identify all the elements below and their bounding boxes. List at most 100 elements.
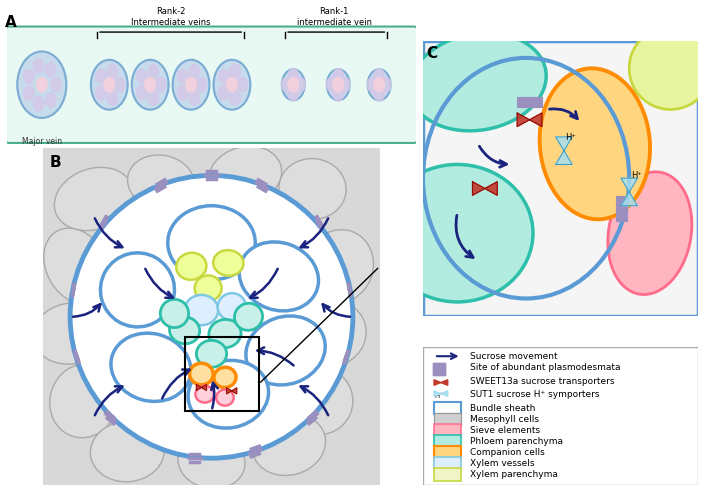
Text: Rank-2
Intermediate veins: Rank-2 Intermediate veins xyxy=(131,7,210,27)
Circle shape xyxy=(333,69,343,83)
Circle shape xyxy=(340,78,350,92)
Circle shape xyxy=(137,69,147,84)
Ellipse shape xyxy=(216,390,234,406)
Circle shape xyxy=(333,87,343,101)
Text: A: A xyxy=(5,15,17,31)
Circle shape xyxy=(295,78,305,92)
Circle shape xyxy=(33,58,44,73)
Circle shape xyxy=(148,64,159,79)
Circle shape xyxy=(23,86,35,100)
Bar xyxy=(434,446,462,459)
Circle shape xyxy=(45,62,56,77)
Bar xyxy=(185,337,259,411)
Bar xyxy=(434,457,462,470)
Text: C: C xyxy=(427,46,438,61)
Circle shape xyxy=(178,86,188,100)
Ellipse shape xyxy=(382,164,533,302)
Circle shape xyxy=(114,78,125,92)
Circle shape xyxy=(96,86,106,100)
Text: H⁺: H⁺ xyxy=(434,393,443,398)
Text: Sieve elements: Sieve elements xyxy=(470,426,540,435)
Circle shape xyxy=(374,87,384,101)
Ellipse shape xyxy=(169,317,200,344)
Bar xyxy=(434,424,462,437)
Ellipse shape xyxy=(209,146,282,204)
Circle shape xyxy=(148,91,159,105)
Ellipse shape xyxy=(252,414,326,476)
Circle shape xyxy=(96,69,106,84)
Text: H⁺: H⁺ xyxy=(631,171,642,180)
Ellipse shape xyxy=(160,299,189,328)
Circle shape xyxy=(326,78,337,92)
Ellipse shape xyxy=(630,27,705,109)
Ellipse shape xyxy=(305,230,374,303)
Circle shape xyxy=(196,78,207,92)
Polygon shape xyxy=(197,385,207,391)
Circle shape xyxy=(288,78,299,92)
Polygon shape xyxy=(517,113,542,127)
Ellipse shape xyxy=(190,363,213,385)
Ellipse shape xyxy=(608,172,692,295)
Ellipse shape xyxy=(239,242,319,311)
Ellipse shape xyxy=(111,333,191,401)
Circle shape xyxy=(70,175,353,458)
Ellipse shape xyxy=(33,303,107,364)
Ellipse shape xyxy=(100,253,174,327)
Ellipse shape xyxy=(185,295,219,325)
Circle shape xyxy=(367,78,378,92)
Ellipse shape xyxy=(235,303,262,330)
Ellipse shape xyxy=(54,167,133,231)
Circle shape xyxy=(237,78,247,92)
Circle shape xyxy=(214,60,250,110)
Text: Mesophyll cells: Mesophyll cells xyxy=(470,415,539,424)
Text: Xylem vessels: Xylem vessels xyxy=(470,459,534,468)
Polygon shape xyxy=(556,137,572,164)
Circle shape xyxy=(282,69,305,100)
Text: H⁺: H⁺ xyxy=(565,133,576,143)
Circle shape xyxy=(327,69,350,100)
Ellipse shape xyxy=(293,300,366,367)
Circle shape xyxy=(333,78,343,92)
Ellipse shape xyxy=(410,33,546,131)
Circle shape xyxy=(374,69,384,83)
Ellipse shape xyxy=(178,435,245,489)
Circle shape xyxy=(51,78,61,92)
Ellipse shape xyxy=(218,293,246,320)
Ellipse shape xyxy=(213,250,243,276)
Text: Sucrose movement: Sucrose movement xyxy=(470,352,558,361)
Polygon shape xyxy=(434,380,448,385)
Ellipse shape xyxy=(195,386,214,402)
Circle shape xyxy=(107,91,118,105)
Bar xyxy=(434,402,462,414)
Ellipse shape xyxy=(539,68,650,219)
Circle shape xyxy=(107,64,118,79)
Ellipse shape xyxy=(128,155,195,209)
Text: Rank-1
intermediate vein: Rank-1 intermediate vein xyxy=(297,7,372,27)
Ellipse shape xyxy=(279,158,346,219)
Ellipse shape xyxy=(188,360,269,428)
Circle shape xyxy=(189,91,200,105)
Circle shape xyxy=(155,78,166,92)
Ellipse shape xyxy=(168,206,255,280)
Text: Phloem parenchyma: Phloem parenchyma xyxy=(470,437,563,446)
Circle shape xyxy=(219,69,229,84)
Polygon shape xyxy=(472,182,497,196)
Circle shape xyxy=(33,97,44,111)
Ellipse shape xyxy=(209,319,241,348)
Ellipse shape xyxy=(49,364,118,438)
Circle shape xyxy=(281,78,292,92)
Ellipse shape xyxy=(176,253,207,280)
Text: SUT1 sucrose H⁺ symporters: SUT1 sucrose H⁺ symporters xyxy=(470,390,599,399)
Polygon shape xyxy=(226,388,237,394)
Circle shape xyxy=(45,93,56,107)
Ellipse shape xyxy=(197,341,226,367)
Text: Xylem parenchyma: Xylem parenchyma xyxy=(470,470,558,479)
Text: B: B xyxy=(50,155,61,170)
Circle shape xyxy=(189,64,200,79)
Circle shape xyxy=(288,87,299,101)
Circle shape xyxy=(185,78,197,92)
Text: Site of abundant plasmodesmata: Site of abundant plasmodesmata xyxy=(470,363,620,372)
Circle shape xyxy=(178,69,188,84)
FancyBboxPatch shape xyxy=(5,27,418,143)
Circle shape xyxy=(374,78,384,92)
